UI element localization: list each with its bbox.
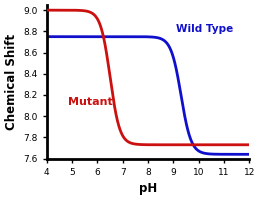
X-axis label: pH: pH xyxy=(139,182,157,195)
Y-axis label: Chemical Shift: Chemical Shift xyxy=(5,34,18,130)
Text: Mutant: Mutant xyxy=(68,97,113,107)
Text: Wild Type: Wild Type xyxy=(176,24,233,34)
